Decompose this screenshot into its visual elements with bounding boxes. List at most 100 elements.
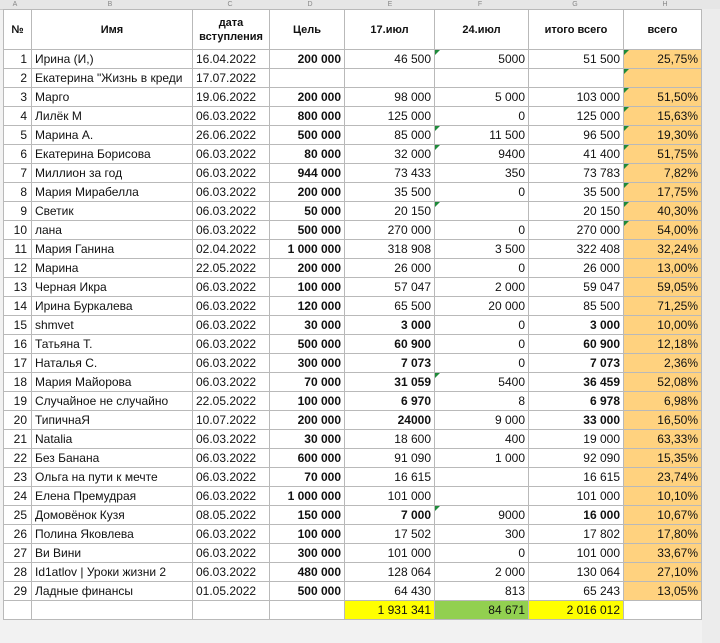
percent-cell[interactable] bbox=[623, 68, 702, 88]
goal-cell[interactable]: 1 000 000 bbox=[269, 486, 345, 506]
row-number[interactable]: 14 bbox=[3, 296, 32, 316]
name-cell[interactable]: лана bbox=[31, 220, 193, 240]
jul24-cell[interactable]: 9 000 bbox=[434, 410, 529, 430]
jul17-cell[interactable]: 46 500 bbox=[344, 49, 435, 69]
jul24-cell[interactable]: 5 000 bbox=[434, 87, 529, 107]
percent-cell[interactable]: 27,10% bbox=[623, 562, 702, 582]
total-cell[interactable] bbox=[528, 68, 624, 88]
jul24-cell[interactable]: 0 bbox=[434, 182, 529, 202]
jul17-cell[interactable]: 57 047 bbox=[344, 277, 435, 297]
percent-cell[interactable]: 19,30% bbox=[623, 125, 702, 145]
jul24-cell[interactable]: 350 bbox=[434, 163, 529, 183]
grand-total[interactable]: 2 016 012 bbox=[528, 600, 624, 620]
col-letter-f[interactable]: F bbox=[477, 1, 483, 8]
name-cell[interactable]: Мария Ганина bbox=[31, 239, 193, 259]
goal-cell[interactable]: 100 000 bbox=[269, 277, 345, 297]
goal-cell[interactable]: 70 000 bbox=[269, 467, 345, 487]
goal-cell[interactable]: 100 000 bbox=[269, 391, 345, 411]
col-letter-g[interactable]: G bbox=[572, 1, 578, 8]
jul17-cell[interactable]: 24000 bbox=[344, 410, 435, 430]
row-number[interactable]: 19 bbox=[3, 391, 32, 411]
jul24-cell[interactable]: 400 bbox=[434, 429, 529, 449]
total-cell[interactable]: 322 408 bbox=[528, 239, 624, 259]
row-number[interactable]: 1 bbox=[3, 49, 32, 69]
row-number[interactable]: 8 bbox=[3, 182, 32, 202]
goal-cell[interactable]: 944 000 bbox=[269, 163, 345, 183]
name-cell[interactable]: Марго bbox=[31, 87, 193, 107]
date-cell[interactable]: 10.07.2022 bbox=[192, 410, 270, 430]
name-cell[interactable]: Наталья С. bbox=[31, 353, 193, 373]
goal-cell[interactable]: 800 000 bbox=[269, 106, 345, 126]
jul24-cell[interactable] bbox=[434, 68, 529, 88]
name-cell[interactable]: Ирина Буркалева bbox=[31, 296, 193, 316]
name-cell[interactable]: Без Банана bbox=[31, 448, 193, 468]
date-cell[interactable]: 02.04.2022 bbox=[192, 239, 270, 259]
row-number[interactable]: 2 bbox=[3, 68, 32, 88]
date-cell[interactable]: 06.03.2022 bbox=[192, 372, 270, 392]
total-cell[interactable]: 65 243 bbox=[528, 581, 624, 601]
header-jul24[interactable]: 24.июл bbox=[434, 9, 529, 50]
row-number[interactable]: 15 bbox=[3, 315, 32, 335]
row-number[interactable]: 10 bbox=[3, 220, 32, 240]
date-cell[interactable]: 16.04.2022 bbox=[192, 49, 270, 69]
name-cell[interactable]: Ирина (И,) bbox=[31, 49, 193, 69]
name-cell[interactable]: Natalia bbox=[31, 429, 193, 449]
goal-cell[interactable]: 120 000 bbox=[269, 296, 345, 316]
row-number[interactable]: 13 bbox=[3, 277, 32, 297]
date-cell[interactable]: 06.03.2022 bbox=[192, 296, 270, 316]
row-number[interactable]: 16 bbox=[3, 334, 32, 354]
name-cell[interactable]: Светик bbox=[31, 201, 193, 221]
date-cell[interactable]: 06.03.2022 bbox=[192, 467, 270, 487]
percent-cell[interactable]: 10,67% bbox=[623, 505, 702, 525]
date-cell[interactable]: 06.03.2022 bbox=[192, 201, 270, 221]
percent-cell[interactable]: 51,75% bbox=[623, 144, 702, 164]
total-cell[interactable]: 20 150 bbox=[528, 201, 624, 221]
percent-cell[interactable]: 10,00% bbox=[623, 315, 702, 335]
total-cell[interactable]: 96 500 bbox=[528, 125, 624, 145]
name-cell[interactable]: Лилёк М bbox=[31, 106, 193, 126]
total-cell[interactable]: 35 500 bbox=[528, 182, 624, 202]
jul17-cell[interactable]: 26 000 bbox=[344, 258, 435, 278]
date-cell[interactable]: 06.03.2022 bbox=[192, 277, 270, 297]
jul17-cell[interactable]: 60 900 bbox=[344, 334, 435, 354]
goal-cell[interactable] bbox=[269, 68, 345, 88]
total-cell[interactable]: 26 000 bbox=[528, 258, 624, 278]
percent-cell[interactable]: 17,75% bbox=[623, 182, 702, 202]
col-letter-b[interactable]: B bbox=[107, 1, 113, 8]
date-cell[interactable]: 06.03.2022 bbox=[192, 334, 270, 354]
name-cell[interactable]: Мария Майорова bbox=[31, 372, 193, 392]
percent-cell[interactable]: 59,05% bbox=[623, 277, 702, 297]
jul24-cell[interactable]: 2 000 bbox=[434, 277, 529, 297]
date-cell[interactable]: 01.05.2022 bbox=[192, 581, 270, 601]
name-cell[interactable]: Марина А. bbox=[31, 125, 193, 145]
col-letter-d[interactable]: D bbox=[307, 1, 313, 8]
row-number[interactable]: 23 bbox=[3, 467, 32, 487]
row-number[interactable]: 17 bbox=[3, 353, 32, 373]
goal-cell[interactable]: 200 000 bbox=[269, 182, 345, 202]
row-number[interactable]: 18 bbox=[3, 372, 32, 392]
name-cell[interactable]: ТипичнаЯ bbox=[31, 410, 193, 430]
jul24-cell[interactable]: 5400 bbox=[434, 372, 529, 392]
percent-cell[interactable]: 23,74% bbox=[623, 467, 702, 487]
percent-cell[interactable]: 15,35% bbox=[623, 448, 702, 468]
percent-cell[interactable]: 54,00% bbox=[623, 220, 702, 240]
total-jul17[interactable]: 1 931 341 bbox=[344, 600, 435, 620]
header-total[interactable]: итого всего bbox=[528, 9, 624, 50]
col-letter-e[interactable]: E bbox=[387, 1, 393, 8]
row-number[interactable]: 9 bbox=[3, 201, 32, 221]
name-cell[interactable]: Миллион за год bbox=[31, 163, 193, 183]
jul17-cell[interactable] bbox=[344, 68, 435, 88]
jul17-cell[interactable]: 65 500 bbox=[344, 296, 435, 316]
header-num[interactable]: № bbox=[3, 9, 32, 50]
goal-cell[interactable]: 1 000 000 bbox=[269, 239, 345, 259]
name-cell[interactable]: Екатерина Борисова bbox=[31, 144, 193, 164]
total-cell[interactable]: 6 978 bbox=[528, 391, 624, 411]
date-cell[interactable]: 06.03.2022 bbox=[192, 486, 270, 506]
date-cell[interactable]: 26.06.2022 bbox=[192, 125, 270, 145]
jul24-cell[interactable]: 9400 bbox=[434, 144, 529, 164]
date-cell[interactable]: 06.03.2022 bbox=[192, 562, 270, 582]
jul17-cell[interactable]: 20 150 bbox=[344, 201, 435, 221]
goal-cell[interactable]: 500 000 bbox=[269, 581, 345, 601]
row-number[interactable]: 22 bbox=[3, 448, 32, 468]
jul24-cell[interactable]: 9000 bbox=[434, 505, 529, 525]
